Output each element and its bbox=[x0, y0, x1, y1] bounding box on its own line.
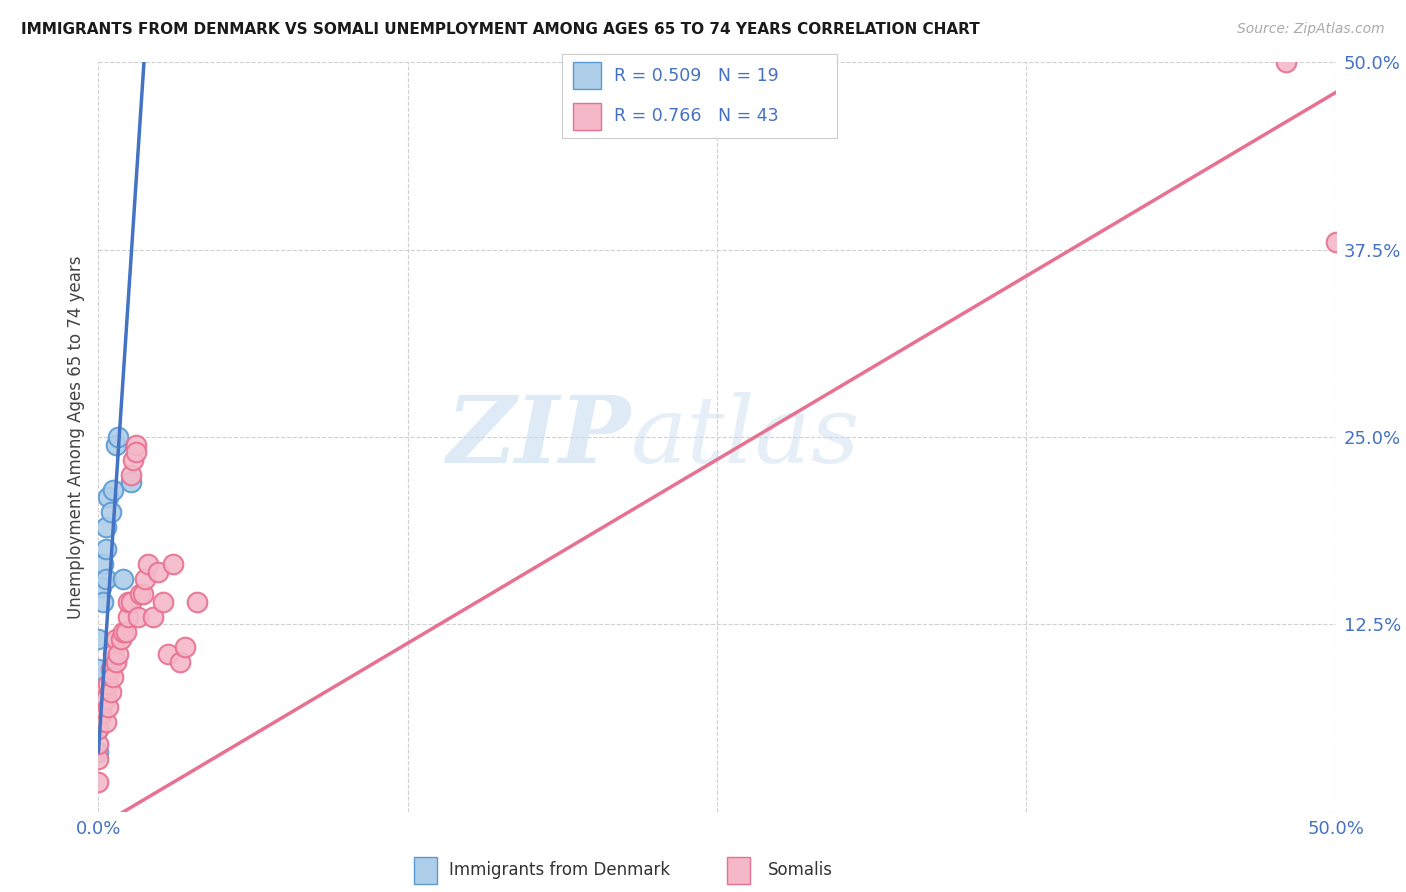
Point bbox=[87, 707, 110, 722]
FancyBboxPatch shape bbox=[727, 857, 751, 884]
Point bbox=[146, 565, 169, 579]
Point bbox=[104, 632, 127, 647]
Point bbox=[97, 677, 120, 691]
Point bbox=[87, 662, 110, 676]
Point bbox=[93, 595, 115, 609]
Point bbox=[103, 670, 125, 684]
Point bbox=[112, 573, 135, 587]
Point bbox=[120, 475, 142, 489]
Point bbox=[152, 595, 174, 609]
Point bbox=[103, 483, 125, 497]
Point bbox=[1324, 235, 1347, 250]
Point bbox=[97, 699, 120, 714]
Point bbox=[124, 445, 146, 459]
Point bbox=[90, 707, 112, 722]
Point bbox=[156, 648, 179, 662]
Point bbox=[162, 558, 184, 572]
Y-axis label: Unemployment Among Ages 65 to 74 years: Unemployment Among Ages 65 to 74 years bbox=[66, 255, 84, 619]
Point bbox=[87, 707, 110, 722]
Point bbox=[87, 752, 110, 766]
Point bbox=[174, 640, 197, 654]
Text: atlas: atlas bbox=[630, 392, 860, 482]
Point bbox=[117, 595, 139, 609]
Point bbox=[124, 437, 146, 451]
Text: R = 0.766   N = 43: R = 0.766 N = 43 bbox=[614, 107, 779, 125]
Point bbox=[114, 624, 136, 639]
Point bbox=[90, 580, 112, 594]
Point bbox=[100, 662, 122, 676]
Point bbox=[94, 714, 117, 729]
Point bbox=[120, 595, 142, 609]
Point bbox=[93, 558, 115, 572]
Point bbox=[132, 587, 155, 601]
Text: R = 0.509   N = 19: R = 0.509 N = 19 bbox=[614, 67, 779, 85]
Point bbox=[127, 610, 149, 624]
Point bbox=[1275, 55, 1298, 70]
Point bbox=[87, 737, 110, 751]
Text: IMMIGRANTS FROM DENMARK VS SOMALI UNEMPLOYMENT AMONG AGES 65 TO 74 YEARS CORRELA: IMMIGRANTS FROM DENMARK VS SOMALI UNEMPL… bbox=[21, 22, 980, 37]
Point bbox=[117, 610, 139, 624]
Point bbox=[104, 655, 127, 669]
Point bbox=[122, 452, 145, 467]
Point bbox=[104, 437, 127, 451]
Point bbox=[112, 624, 135, 639]
Point bbox=[169, 655, 191, 669]
Point bbox=[136, 558, 159, 572]
Point bbox=[87, 723, 110, 737]
FancyBboxPatch shape bbox=[574, 62, 600, 89]
Point bbox=[97, 490, 120, 504]
Point bbox=[87, 745, 110, 759]
Point bbox=[87, 723, 110, 737]
Text: Somalis: Somalis bbox=[768, 861, 832, 879]
Text: Immigrants from Denmark: Immigrants from Denmark bbox=[449, 861, 671, 879]
Point bbox=[107, 430, 129, 444]
Point bbox=[87, 774, 110, 789]
Point bbox=[142, 610, 165, 624]
Point bbox=[94, 542, 117, 557]
Point bbox=[94, 692, 117, 706]
Point bbox=[103, 648, 125, 662]
Point bbox=[94, 520, 117, 534]
Point bbox=[107, 648, 129, 662]
Point bbox=[110, 632, 132, 647]
Text: ZIP: ZIP bbox=[446, 392, 630, 482]
Point bbox=[90, 699, 112, 714]
Point bbox=[100, 505, 122, 519]
Point bbox=[120, 467, 142, 482]
FancyBboxPatch shape bbox=[413, 857, 437, 884]
Point bbox=[93, 692, 115, 706]
FancyBboxPatch shape bbox=[574, 103, 600, 130]
Point bbox=[100, 685, 122, 699]
Point bbox=[129, 587, 152, 601]
Point bbox=[87, 632, 110, 647]
Text: Source: ZipAtlas.com: Source: ZipAtlas.com bbox=[1237, 22, 1385, 37]
Point bbox=[134, 573, 156, 587]
Point bbox=[186, 595, 208, 609]
Point bbox=[94, 573, 117, 587]
